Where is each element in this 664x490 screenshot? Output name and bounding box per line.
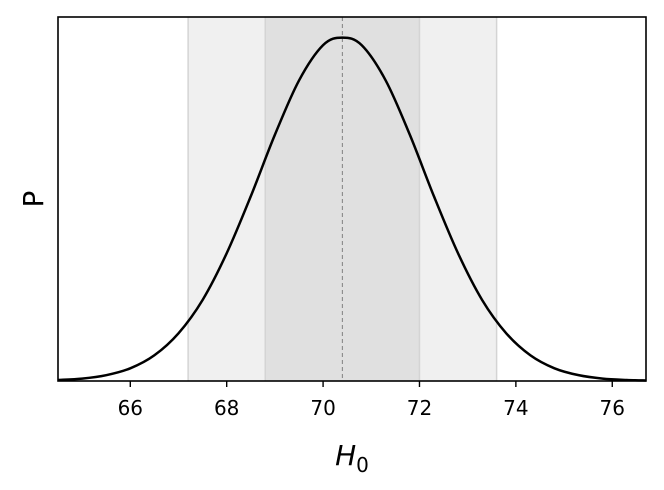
x-tick-label: 76: [600, 396, 625, 420]
x-tick-label: 68: [214, 396, 239, 420]
x-tick-label: 72: [407, 396, 432, 420]
posterior-curve: [57, 36, 647, 382]
y-axis-label: P: [17, 191, 50, 208]
series-line: [57, 36, 647, 382]
x-tick-label: 74: [503, 396, 528, 420]
x-tick-label: 70: [310, 396, 335, 420]
x-axis-ticks: 66 68 70 72 74 76: [118, 381, 625, 420]
x-axis-label: H0: [335, 439, 369, 477]
x-tick-label: 66: [118, 396, 143, 420]
plot-frame: [57, 16, 647, 382]
